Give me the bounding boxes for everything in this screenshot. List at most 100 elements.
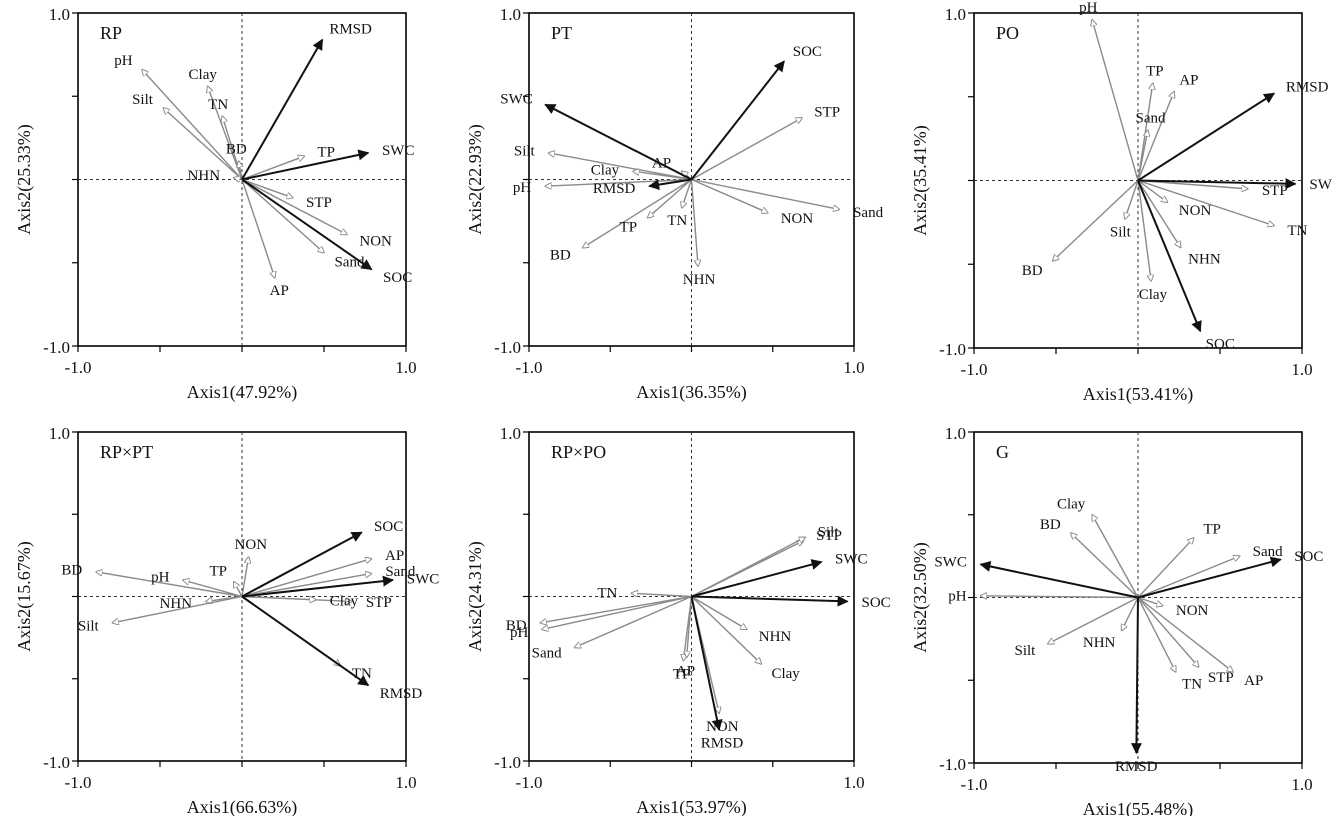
vector-arrow-silt [1048,596,1139,644]
vector-label-ph: pH [948,589,967,605]
vector-arrow-stp [691,118,803,181]
vector-label-stp: STP [816,528,842,544]
y-tick-label-min: -1.0 [494,753,521,772]
vector-arrow-soc [691,595,849,607]
x-tick-label-min: -1.0 [65,773,92,792]
vector-arrow-non [241,557,249,597]
vector-label-ph: pH [510,625,529,641]
x-axis-title: Axis1(55.48%) [1083,799,1194,816]
vector-label-soc: SOC [793,44,822,60]
panel-title: G [996,442,1009,462]
vector-label-bd: BD [506,618,527,634]
vector-arrow-nhn [1137,180,1181,248]
vector-arrow-bd [96,572,243,598]
x-axis-title: Axis1(53.41%) [1083,384,1194,405]
y-tick-label-min: -1.0 [43,753,70,772]
vector-arrow-swc [544,103,692,181]
vector-arrow-soc [690,60,785,181]
vector-label-silt: Silt [132,92,154,108]
biplot-panel-g: -1.0 1.0 -1.0 1.0 Axis1(55.48%) Axis2(32.50%)… [910,424,1323,816]
vector-arrow-tn [1137,179,1274,226]
x-tick-label-max: 1.0 [395,773,416,792]
vector-arrow-non [241,178,347,235]
vector-label-silt: Silt [78,618,100,634]
vector-arrow-silt [163,108,243,181]
vector-arrow-tn [682,179,693,208]
y-axis-title: Axis2(32.50%) [910,542,931,653]
vector-arrow-ap [241,559,372,598]
vector-label-tn: TN [1182,677,1202,693]
vector-arrow-ph [1092,20,1139,181]
vector-label-ap: AP [385,548,404,564]
vector-arrow-soc [1137,180,1202,333]
vector-label-bd: BD [1022,263,1043,279]
biplot-panel-po: -1.0 1.0 -1.0 1.0 Axis1(53.41%) Axis2(35.41%)… [910,0,1332,405]
y-tick-label-max: 1.0 [945,5,966,24]
vector-arrow-soc [241,531,363,598]
vector-label-swc: SWC [934,555,967,571]
vector-arrow-sand [1137,130,1148,181]
vector-label-rmsd: RMSD [701,735,744,751]
x-tick-label-max: 1.0 [1291,360,1312,379]
vector-arrow-nhn [1122,597,1139,631]
vector-label-non: NON [781,211,814,227]
panel-title: RP [100,23,122,43]
vector-arrow-silt [691,537,806,598]
vector-label-non: NON [235,537,268,553]
vector-label-swc: SWC [835,552,868,568]
vector-arrow-nhn [691,595,747,630]
vector-label-rmsd: RMSD [593,181,636,197]
vector-arrow-stp [1137,597,1199,668]
vector-arrow-ph [545,178,692,187]
y-axis-title: Axis2(15.67%) [14,541,35,652]
vector-label-tn: TN [667,213,687,229]
vector-arrow-swc [241,149,370,181]
vector-arrow-swc [979,561,1139,599]
biplot-panel-pt: -1.0 1.0 -1.0 1.0 Axis1(36.35%) Axis2(22.93%)… [465,5,884,403]
vector-arrow-clay [1137,180,1151,282]
vector-label-stp: STP [1208,670,1234,686]
vector-label-rmsd: RMSD [1115,759,1158,775]
y-tick-label-min: -1.0 [43,338,70,357]
vector-arrow-swc [241,575,394,598]
x-tick-label-min: -1.0 [961,775,988,794]
vector-arrow-ph [183,580,243,598]
vector-arrow-non [691,178,768,213]
vector-label-tp: TP [1146,63,1164,79]
vector-arrow-non [1137,596,1163,606]
panel-title: PT [551,23,572,43]
vector-arrow-sand [1137,556,1240,599]
vector-arrow-soc [241,178,373,271]
vector-label-ap: AP [1244,673,1263,689]
y-tick-label-min: -1.0 [939,755,966,774]
vector-label-rmsd: RMSD [1286,79,1329,95]
vector-label-bd: BD [550,248,571,264]
vector-arrow-ph [981,596,1139,598]
vector-arrow-sand [241,573,372,598]
y-axis-title: Axis2(25.33%) [14,124,35,235]
vector-arrow-tp [1137,538,1194,598]
panels-container: -1.0 1.0 -1.0 1.0 Axis1(47.92%) Axis2(25.33%)… [14,0,1332,816]
vector-label-rmsd: RMSD [380,686,423,702]
vector-label-clay: Clay [1139,287,1168,303]
vector-label-sand: Sand [853,205,884,221]
x-tick-label-min: -1.0 [516,358,543,377]
vector-label-soc: SOC [1294,549,1323,565]
vector-arrow-ap [1137,92,1174,181]
vector-label-ap: AP [270,283,289,299]
vector-label-swc: SWC [382,143,415,159]
vector-label-ap: AP [1179,73,1198,89]
vector-arrow-bd [1053,179,1139,261]
x-tick-label-max: 1.0 [843,358,864,377]
x-tick-label-max: 1.0 [843,773,864,792]
vector-arrow-clay [633,171,692,181]
vector-label-ap: AP [676,663,695,679]
y-axis-title: Axis2(22.93%) [465,124,486,235]
vector-arrow-non [1137,179,1168,203]
vector-arrow-tp [648,178,692,218]
y-tick-label-max: 1.0 [49,5,70,24]
vector-arrow-ap [687,596,693,658]
vector-arrow-ph [142,70,243,180]
vector-arrow-bd [239,161,242,180]
vector-arrow-stp [241,178,293,198]
